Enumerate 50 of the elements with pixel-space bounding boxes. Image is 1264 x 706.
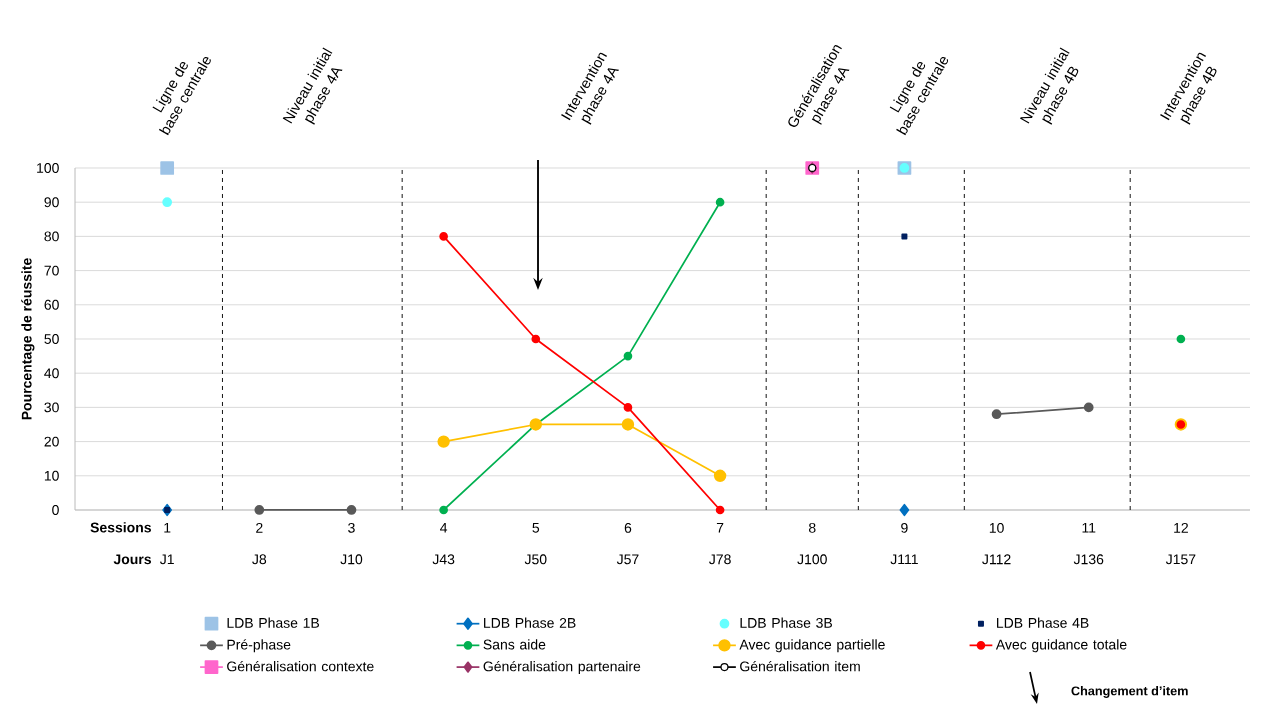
legend-label: Généralisation contexte — [227, 660, 374, 672]
x-tick-label: 1 — [164, 522, 171, 533]
text: J8 — [252, 554, 267, 565]
legend-label: Généralisation item — [740, 660, 860, 672]
y-tick-label: 50 — [44, 334, 59, 344]
y-tick-label: 20 — [44, 436, 59, 447]
legend-label: LDB Phase 3B — [740, 617, 832, 628]
x-axis-title: Sessions — [90, 522, 151, 533]
y-tick-label: 0 — [52, 505, 59, 515]
text: J100 — [797, 554, 827, 565]
x-tick-label: 12 — [1174, 522, 1188, 533]
x-tick-label: 10 — [989, 522, 1004, 533]
text: J1 — [159, 554, 174, 565]
legend-label: Avec guidance totale — [995, 639, 1127, 653]
text: J112 — [982, 554, 1011, 565]
legend-label: LDB Phase 1B — [227, 617, 320, 628]
x-tick-label: 7 — [716, 522, 724, 533]
x-tick-label: 3 — [348, 522, 355, 533]
x-tick-label: 9 — [901, 522, 908, 533]
y-tick-label: 40 — [44, 368, 59, 379]
legend-label: LDB Phase 2B — [484, 617, 576, 628]
x-tick-label: 8 — [808, 522, 816, 533]
y-tick-label: 10 — [44, 470, 59, 481]
text: J50 — [524, 554, 547, 565]
x-tick-label: 5 — [532, 522, 540, 533]
y-tick-label: 90 — [44, 197, 59, 208]
y-axis-title: Pourcentage de réussite — [21, 258, 35, 420]
y-tick-label: 60 — [44, 299, 59, 310]
y-tick-label: 100 — [37, 163, 59, 173]
y-tick-label: 30 — [44, 402, 59, 413]
text: J136 — [1073, 554, 1104, 565]
y-tick-label: 80 — [44, 231, 59, 242]
text: Jours — [113, 554, 151, 565]
legend-label: Pré-phase — [227, 639, 291, 653]
text: J157 — [1165, 554, 1196, 565]
y-tick-label: 70 — [44, 265, 59, 276]
legend-label: Avec guidance partielle — [739, 639, 885, 653]
text: J111 — [890, 554, 918, 565]
legend-label: Généralisation partenaire — [483, 660, 641, 675]
text: J78 — [709, 554, 731, 565]
x-tick-label: 6 — [624, 522, 632, 533]
text: J43 — [432, 554, 455, 565]
x-tick-label: 11 — [1082, 522, 1096, 533]
x-tick-label: 2 — [256, 522, 263, 533]
text: J10 — [340, 554, 363, 565]
legend-label: LDB Phase 4B — [997, 617, 1089, 628]
text: Changement d’item — [1071, 686, 1188, 698]
legend-label: Sans aide — [483, 639, 546, 650]
x-tick-label: 4 — [440, 522, 448, 533]
text: J57 — [616, 554, 639, 565]
